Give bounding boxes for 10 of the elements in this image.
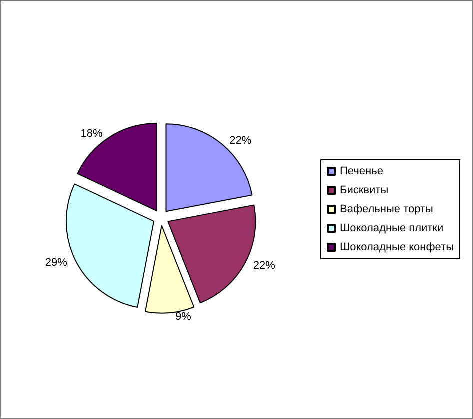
data-label: 22% — [253, 260, 276, 272]
data-label: 29% — [45, 257, 68, 270]
legend-label: Бисквиты — [340, 184, 389, 196]
data-label: 22% — [230, 135, 252, 148]
legend-label: Печенье — [340, 166, 384, 178]
legend-label: Вафельные торты — [340, 204, 434, 216]
data-label: 18% — [80, 128, 103, 140]
legend-label: Шоколадные плитки — [340, 222, 444, 234]
data-label: 9% — [176, 310, 192, 323]
legend-label: Шоколадные конфеты — [340, 242, 454, 254]
